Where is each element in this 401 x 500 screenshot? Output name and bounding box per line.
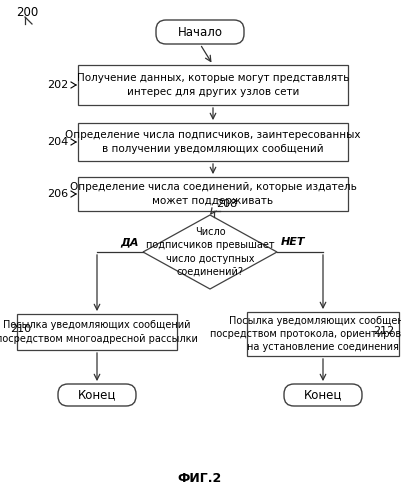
Bar bbox=[78, 65, 348, 105]
Text: ФИГ.2: ФИГ.2 bbox=[178, 472, 222, 484]
Text: Число
подписчиков превышает
число доступных
соединений?: Число подписчиков превышает число доступ… bbox=[146, 227, 274, 277]
Bar bbox=[78, 177, 348, 211]
Text: Посылка уведомляющих сообщений
посредством протокола, ориентированного
на устано: Посылка уведомляющих сообщений посредств… bbox=[210, 316, 401, 352]
Text: 208: 208 bbox=[216, 199, 237, 209]
Bar bbox=[78, 123, 348, 161]
Text: ДА: ДА bbox=[120, 237, 139, 247]
Text: Конец: Конец bbox=[78, 388, 116, 402]
FancyBboxPatch shape bbox=[284, 384, 362, 406]
Text: 212: 212 bbox=[373, 326, 394, 336]
Text: 204: 204 bbox=[47, 137, 68, 147]
Text: 200: 200 bbox=[16, 6, 38, 18]
Text: Получение данных, которые могут представлять
интерес для других узлов сети: Получение данных, которые могут представ… bbox=[77, 74, 349, 96]
Text: Определение числа подписчиков, заинтересованных
в получении уведомляющих сообщен: Определение числа подписчиков, заинтерес… bbox=[65, 130, 361, 154]
Text: 202: 202 bbox=[47, 80, 68, 90]
Text: Начало: Начало bbox=[178, 26, 223, 38]
Text: 206: 206 bbox=[47, 189, 68, 199]
Text: Конец: Конец bbox=[304, 388, 342, 402]
FancyBboxPatch shape bbox=[58, 384, 136, 406]
Text: Посылка уведомляющих сообщений
посредством многоадресной рассылки: Посылка уведомляющих сообщений посредств… bbox=[0, 320, 198, 344]
FancyBboxPatch shape bbox=[156, 20, 244, 44]
Bar bbox=[17, 314, 177, 350]
Text: 210: 210 bbox=[10, 324, 31, 334]
Text: Определение числа соединений, которые издатель
может поддерживать: Определение числа соединений, которые из… bbox=[69, 182, 356, 206]
Bar bbox=[247, 312, 399, 356]
Text: НЕТ: НЕТ bbox=[281, 237, 306, 247]
Polygon shape bbox=[143, 215, 277, 289]
